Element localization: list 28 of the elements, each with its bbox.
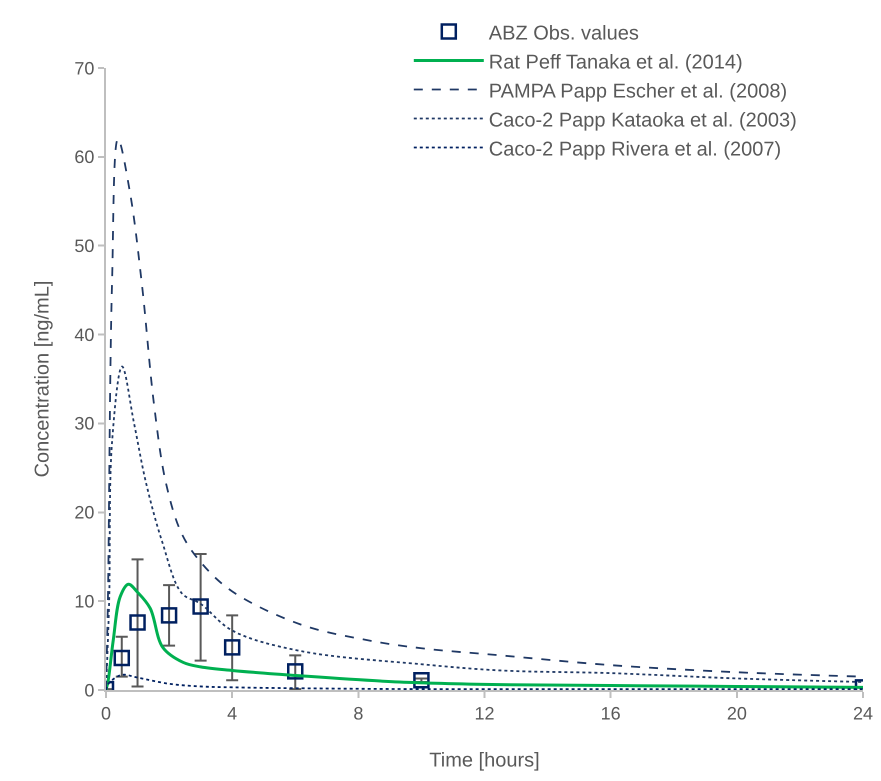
point — [287, 663, 304, 680]
y-tick-label: 30 — [74, 414, 94, 434]
legend-label: PAMPA Papp Escher et al. (2008) — [488, 80, 788, 102]
point — [129, 614, 146, 631]
x-tick-label: 20 — [726, 704, 747, 724]
legend-label: ABZ Obs. values — [488, 22, 639, 44]
y-axis-title: Concentration [ng/mL] — [31, 280, 54, 478]
x-tick-label: 4 — [227, 704, 238, 724]
x-tick-label: 24 — [852, 704, 874, 724]
y-tick-label: 20 — [74, 502, 94, 523]
x-tick-label: 0 — [100, 704, 112, 724]
y-tick-label: 50 — [74, 236, 94, 256]
legend-label: Caco-2 Papp Rivera et al. (2007) — [488, 138, 782, 160]
x-tick-label: 8 — [353, 704, 364, 724]
point — [192, 598, 209, 615]
legend-label: Caco-2 Papp Kataoka et al. (2003) — [488, 109, 797, 132]
point — [224, 639, 240, 656]
point — [114, 650, 130, 666]
y-tick-label: 60 — [74, 147, 94, 168]
x-tick-label: 12 — [474, 704, 495, 724]
y-tick-label: 40 — [74, 324, 94, 345]
point — [160, 607, 178, 624]
legend-label: Rat Peff Tanaka et al. (2014) — [488, 51, 743, 74]
y-tick-label: 10 — [74, 591, 94, 612]
y-tick-label: 70 — [74, 58, 94, 78]
x-axis-title: Time [hours] — [429, 750, 540, 772]
x-tick-label: 16 — [600, 704, 621, 724]
y-tick-label: 0 — [84, 680, 94, 700]
